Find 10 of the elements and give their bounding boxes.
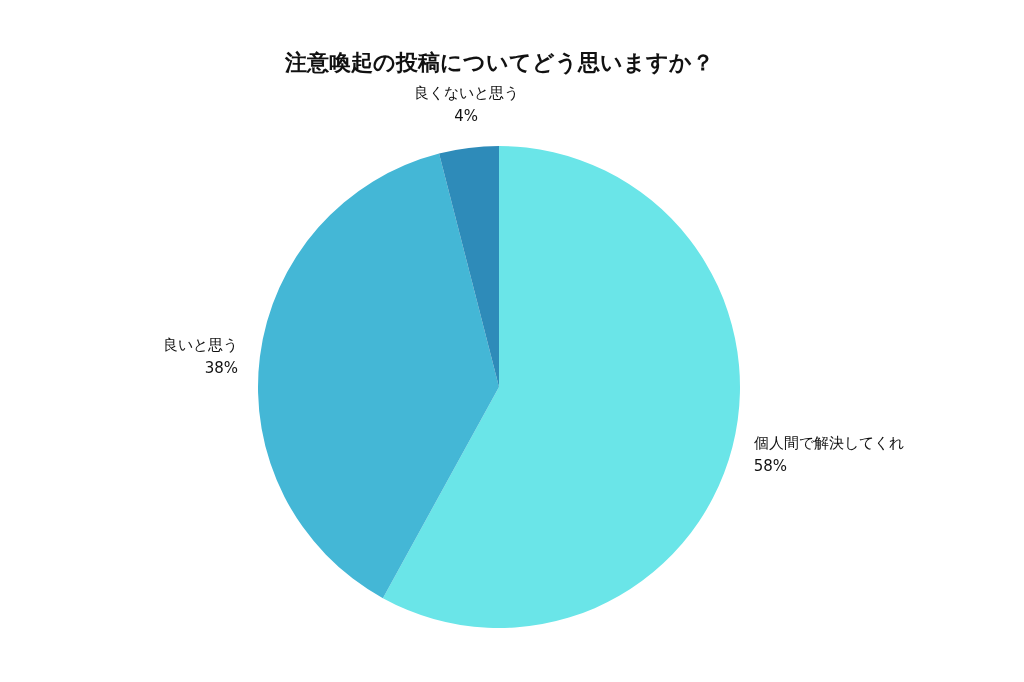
pie-slice (382, 146, 740, 628)
pie-slice (258, 153, 499, 599)
slice-label: 個人間で解決してくれ (753, 434, 904, 453)
chart-title: 注意喚起の投稿についてどう思いますか？ (283, 50, 714, 75)
slice-label: 良いと思う (163, 336, 239, 355)
data-label: 38% (204, 359, 239, 378)
slice-label: 良くないと思う (413, 84, 519, 103)
data-label: 4% (454, 107, 478, 126)
data-label: 58% (753, 457, 788, 476)
pie-slice (439, 146, 499, 387)
